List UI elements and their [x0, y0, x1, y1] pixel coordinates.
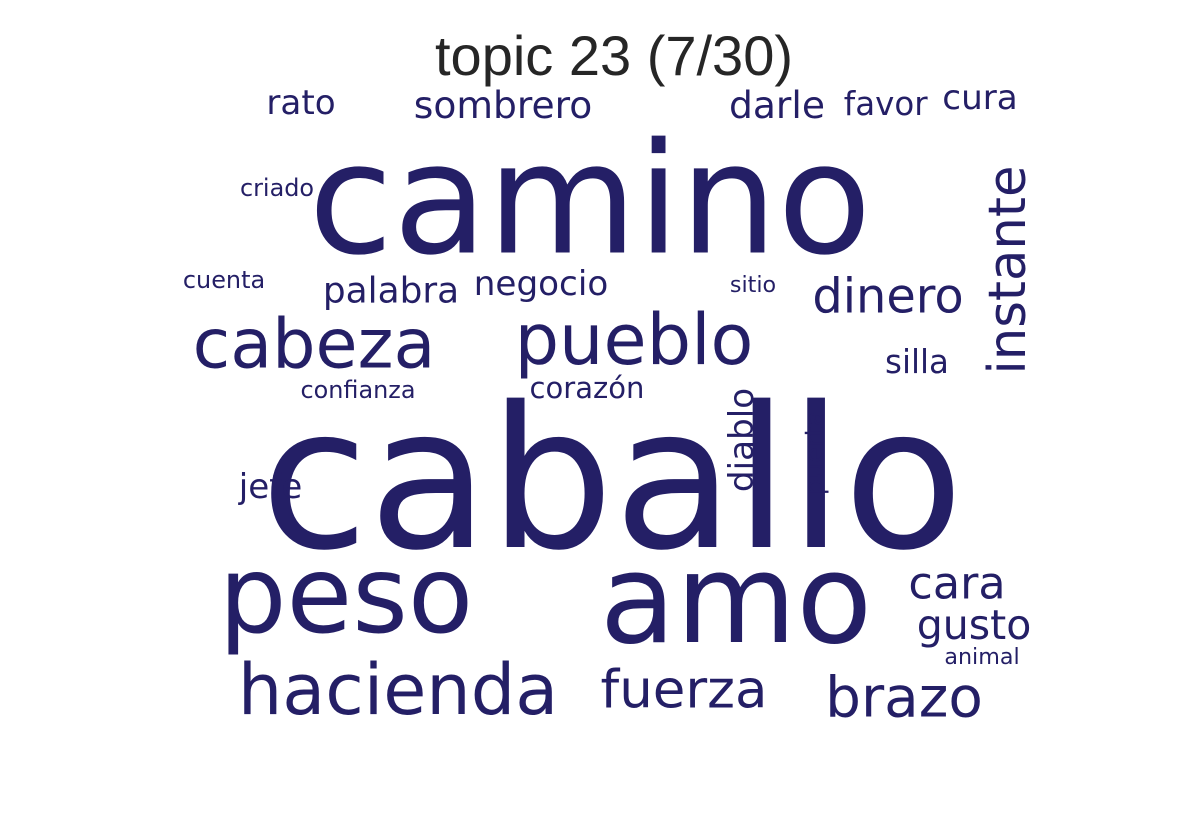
cloud-title: topic 23 (7/30)	[435, 24, 793, 87]
word-brazo: brazo	[825, 666, 983, 731]
word-caballo: caballo	[260, 366, 963, 594]
word-instante: instante	[978, 165, 1038, 374]
word-puerta: puerta	[800, 411, 830, 496]
word-darle: darle	[729, 83, 825, 127]
word-confianza: confianza	[300, 376, 415, 404]
word-animal: animal	[944, 644, 1019, 670]
word-sombrero: sombrero	[414, 83, 593, 127]
word-hacienda: hacienda	[238, 649, 558, 731]
word-fuerza: fuerza	[601, 660, 768, 721]
word-diablo: diablo	[722, 388, 762, 492]
word-jefe: jefe	[238, 467, 303, 507]
word-favor: favor	[844, 85, 928, 123]
word-corazon: corazón	[530, 371, 645, 405]
word-cabeza: cabeza	[193, 306, 436, 385]
word-silla: silla	[885, 343, 949, 381]
word-pueblo: pueblo	[515, 299, 754, 381]
word-negocio: negocio	[474, 264, 608, 304]
word-cara: cara	[908, 559, 1005, 610]
word-amo: amo	[600, 528, 872, 672]
word-dinero: dinero	[812, 270, 963, 325]
word-cuenta: cuenta	[183, 266, 265, 294]
word-sitio: sitio	[730, 272, 776, 298]
word-camino: camino	[308, 111, 871, 290]
word-palabra: palabra	[323, 271, 459, 312]
word-rato: rato	[266, 83, 335, 123]
word-cura: cura	[942, 78, 1017, 118]
word-peso: peso	[219, 534, 474, 658]
word-criado: criado	[240, 174, 314, 202]
word-gusto: gusto	[917, 601, 1032, 649]
